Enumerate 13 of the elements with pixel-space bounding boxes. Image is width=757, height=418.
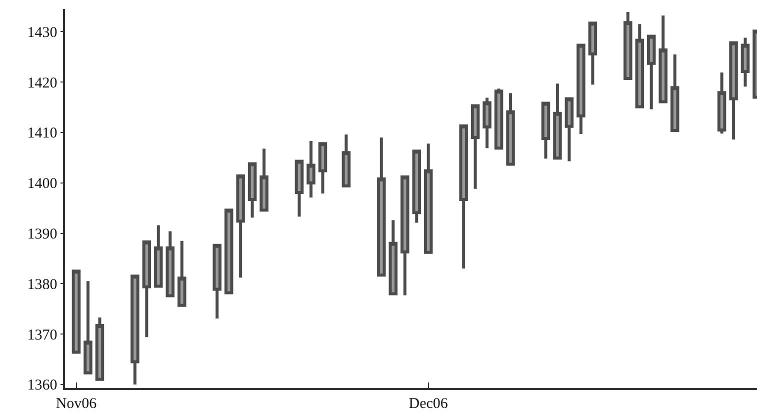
y-tick-label: 1430 [27,24,58,41]
y-tick-label: 1360 [27,378,58,394]
y-tick-label: 1410 [27,126,58,142]
y-tick-label: 1420 [27,75,58,92]
x-tick-label: Dec06 [408,396,448,412]
y-tick-label: 1400 [27,176,58,192]
y-tick-label: 1380 [27,276,58,293]
x-tick-label: Nov06 [56,396,98,412]
y-tick-label: 1390 [27,226,58,243]
candlestick [224,208,234,294]
candlestick [72,270,81,354]
y-tick-label: 1370 [27,327,58,344]
candlestick [342,134,351,188]
